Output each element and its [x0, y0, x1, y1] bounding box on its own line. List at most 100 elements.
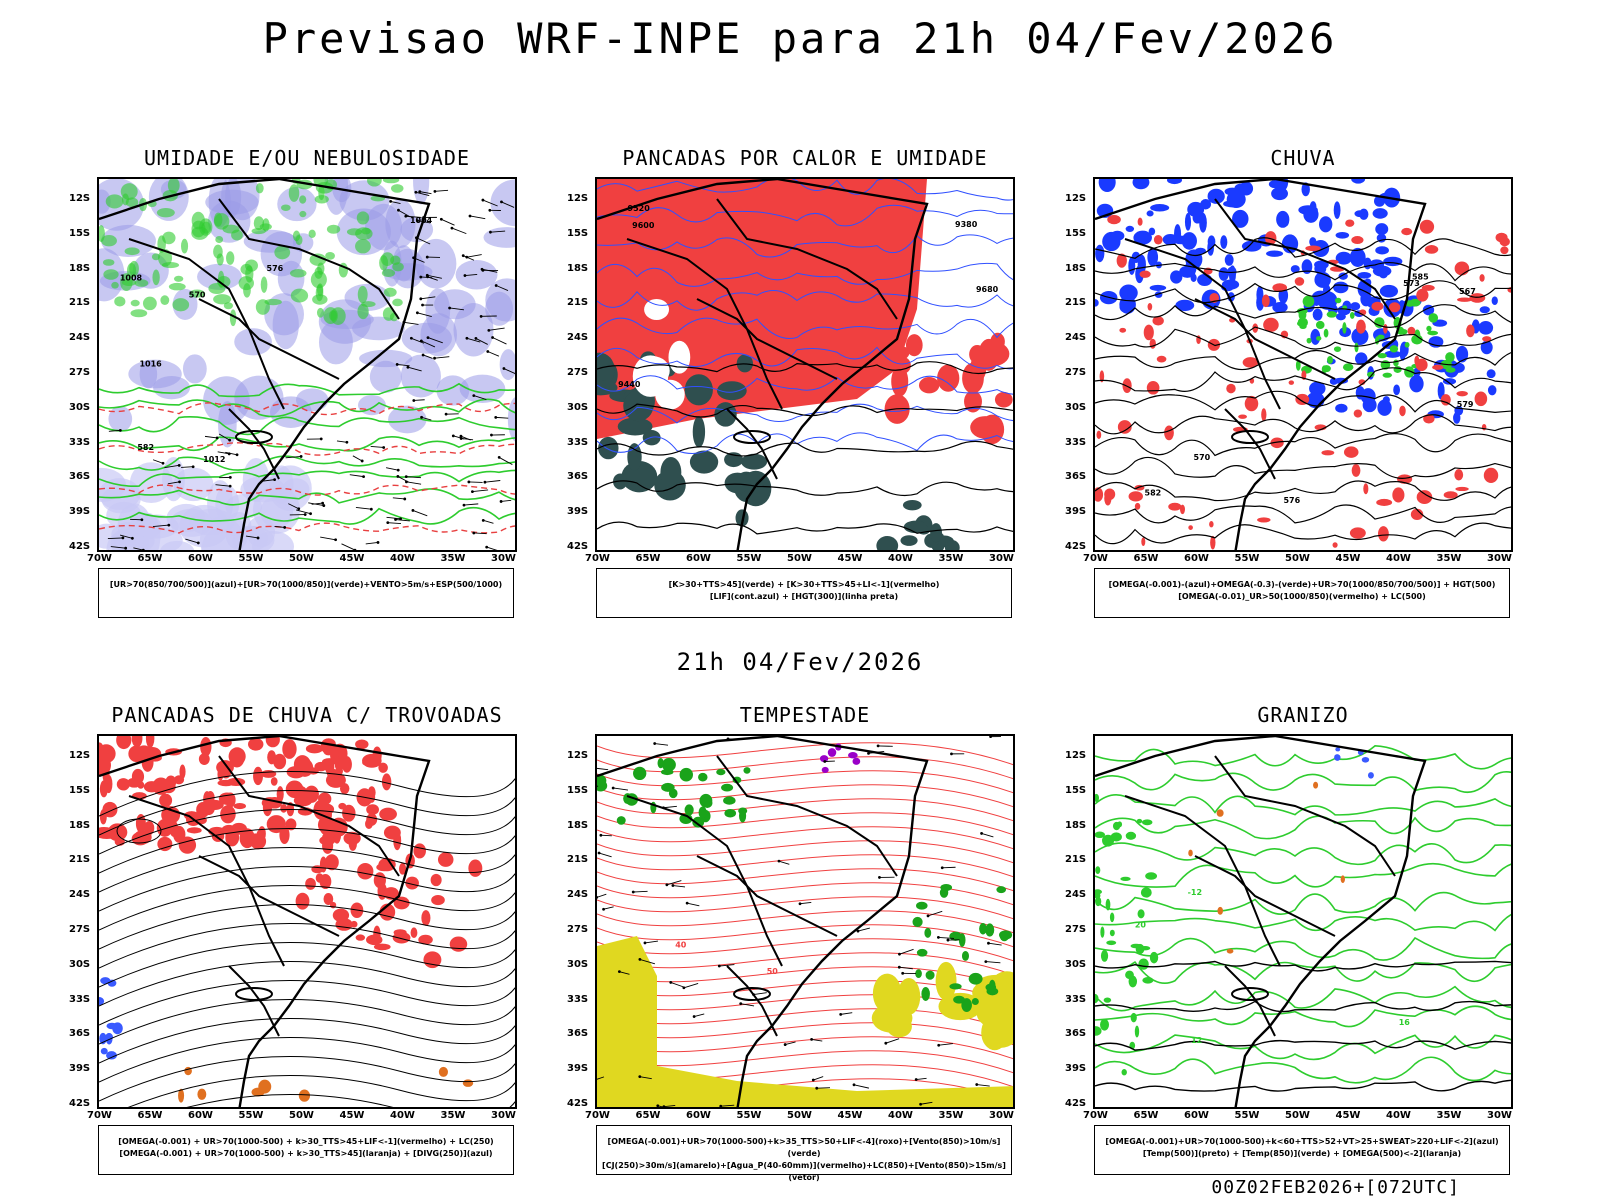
field-blob: [679, 813, 693, 824]
wind-vector: [441, 218, 455, 226]
wind-vector: [853, 1084, 870, 1089]
wind-vector: [501, 201, 515, 208]
lat-tick-label: 21S: [1065, 854, 1087, 866]
wind-vector: [495, 285, 509, 291]
field-blob: [108, 405, 133, 432]
field-blob: [120, 183, 138, 200]
lat-tick-label: 27S: [69, 367, 91, 378]
wind-vector: [598, 852, 612, 858]
streamline: [597, 840, 1013, 864]
wind-vector: [488, 327, 505, 331]
wind-vector: [938, 936, 955, 939]
wind-vector: [899, 948, 914, 955]
field-blob: [312, 294, 328, 305]
field-blob: [1137, 254, 1146, 275]
field-blob: [1098, 179, 1116, 193]
field-blob: [1326, 311, 1337, 318]
field-blob: [1453, 412, 1461, 424]
wind-vector: [320, 536, 336, 541]
lat-tick-label: 33S: [69, 993, 91, 1005]
field-blob: [1350, 302, 1361, 311]
streamline: [99, 961, 515, 1007]
field-blob: [361, 227, 371, 235]
field-blob: [1095, 299, 1099, 307]
field-blob: [1298, 309, 1307, 320]
field-blob: [1384, 350, 1401, 358]
lon-tick-label: 55W: [238, 1110, 264, 1121]
contour-line: [597, 204, 1013, 227]
field-blob: [255, 183, 264, 194]
streamline: [597, 812, 1013, 836]
contour-line: [99, 436, 515, 452]
field-blob: [1141, 819, 1153, 826]
contour-label: 570: [189, 291, 206, 300]
contour-line: [597, 179, 1013, 201]
field-blob: [279, 825, 290, 845]
field-blob: [134, 279, 149, 287]
map-pancadas-trovoadas: [97, 734, 517, 1109]
streamline: [99, 885, 515, 931]
field-blob: [366, 813, 378, 826]
contour-line: [99, 402, 515, 416]
wind-vector: [463, 503, 479, 506]
border-line: [1194, 298, 1336, 380]
lon-tick-label: 30W: [989, 1110, 1014, 1121]
wind-vector: [473, 532, 487, 535]
field-blob: [1266, 250, 1284, 257]
contour-line: [597, 521, 1013, 535]
field-blob: [159, 793, 173, 808]
field-blob: [1319, 216, 1333, 233]
field-blob: [1351, 327, 1369, 346]
border-line: [626, 238, 783, 410]
field-blob: [228, 747, 246, 766]
field-blob: [1220, 235, 1228, 249]
field-blob: [157, 836, 173, 852]
wind-vector: [490, 230, 506, 233]
field-blob: [100, 1047, 108, 1055]
wind-vector: [753, 992, 767, 995]
field-blob: [322, 837, 334, 854]
legend-line: [Temp(500)](preto) + [Temp(850)](verde) …: [1142, 1149, 1462, 1158]
map-granizo: -12 12 16 20: [1093, 734, 1513, 1109]
lon-tick-label: 70W: [87, 553, 112, 564]
field-blob: [953, 995, 965, 1004]
lon-tick-label: 40W: [390, 1110, 415, 1121]
lon-tick-label: 50W: [787, 553, 812, 564]
border-line: [726, 965, 778, 1037]
lon-tick-label: 50W: [1285, 553, 1310, 564]
main-title: Previsao WRF-INPE para 21h 04/Fev/2026: [262, 14, 1338, 63]
contour-line: [1095, 326, 1511, 350]
wind-vector: [778, 860, 790, 865]
field-blob: [217, 276, 231, 288]
lat-tick-label: 36S: [69, 471, 91, 483]
border-line: [228, 965, 280, 1037]
field-blob: [1401, 227, 1413, 236]
wind-vector: [422, 354, 433, 359]
field-blob: [280, 804, 288, 813]
field-blob: [1281, 216, 1289, 227]
field-blob: [1377, 399, 1392, 416]
border-line: [128, 795, 285, 967]
field-blob: [1335, 297, 1342, 304]
coastline: [597, 736, 929, 1107]
lon-tick-label: 55W: [736, 1110, 762, 1121]
panel-title: PANCADAS POR CALOR E UMIDADE: [622, 146, 988, 170]
field-blob: [1421, 284, 1435, 291]
field-blob: [366, 804, 379, 815]
field-blob: [1121, 1069, 1127, 1076]
field-blob: [369, 360, 402, 393]
field-blob: [1363, 483, 1369, 495]
field-blob: [151, 253, 161, 261]
wind-vector: [108, 549, 110, 550]
field-blob: [99, 467, 126, 502]
field-blob: [900, 535, 918, 546]
lon-tick-label: 55W: [736, 553, 762, 564]
field-blob: [1153, 234, 1163, 245]
field-blob: [660, 768, 674, 776]
field-blob: [1415, 358, 1428, 372]
field-blob: [1095, 889, 1102, 895]
field-blob: [1145, 872, 1158, 880]
field-blob: [1367, 772, 1374, 779]
field-blob: [1354, 210, 1366, 218]
lon-tick-label: 35W: [440, 553, 466, 564]
